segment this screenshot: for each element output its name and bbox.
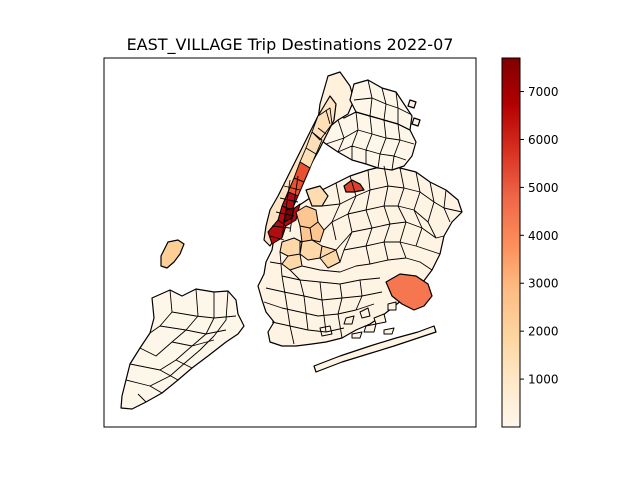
map-title: EAST_VILLAGE Trip Destinations 2022-07 [127, 35, 454, 55]
outer-borough-zone-lines [263, 165, 463, 345]
jamaica-bay-islands [319, 301, 397, 339]
jfk-airport-zone [385, 273, 433, 311]
laguardia-airport-zone [343, 179, 365, 193]
staten-island-borough [120, 288, 245, 410]
colorbar-tick-label: 4000 [528, 229, 559, 243]
colorbar-tick-label: 2000 [528, 325, 559, 339]
map-area [120, 71, 463, 410]
long-island-city-zone [305, 185, 329, 207]
colorbar-gradient [502, 58, 520, 427]
colorbar-frame [501, 57, 521, 428]
bronx-zone-lines [325, 79, 415, 171]
colorbar-tick-label: 3000 [528, 277, 559, 291]
upper-manhattan-zones [299, 107, 333, 169]
manhattan-zone-grid [269, 109, 331, 241]
colorbar-tick-label: 7000 [528, 85, 559, 99]
colorbar-tick-label: 5000 [528, 181, 559, 195]
colorbar-tick-label: 1000 [528, 373, 559, 387]
small-island [407, 99, 417, 109]
newark-airport-zone [160, 239, 185, 269]
map-frame [103, 57, 477, 428]
small-island [411, 117, 421, 127]
rockaway-peninsula [313, 325, 437, 373]
colorbar: 1000 2000 3000 4000 5000 6000 7000 [501, 57, 559, 428]
staten-island-zone-lines [125, 288, 237, 403]
colorbar-tick-label: 6000 [528, 133, 559, 147]
